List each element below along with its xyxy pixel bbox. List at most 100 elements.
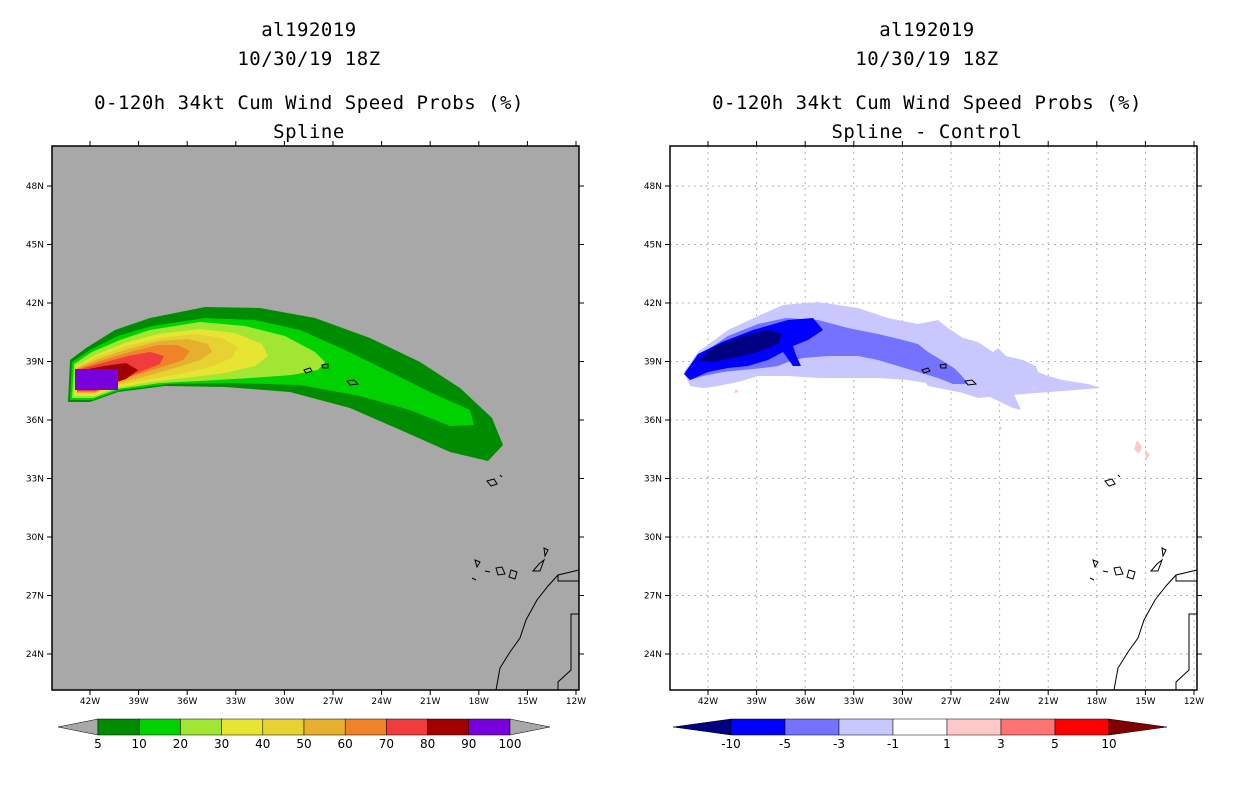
left-lat-label: 27N <box>26 592 44 602</box>
colorbar-swatch <box>138 718 181 736</box>
right-colorbar: -10 -5 -3 -1 1 3 5 10 <box>672 718 1168 751</box>
right-map-background <box>670 146 1197 690</box>
colorbar-over-triangle <box>509 718 551 736</box>
left-lon-label: 39W <box>128 697 148 707</box>
left-lat-label: 36N <box>26 416 44 426</box>
colorbar-label: 10 <box>1101 737 1116 751</box>
left-lat-label: 24N <box>26 650 44 660</box>
right-lon-label: 27W <box>941 697 961 707</box>
colorbar-swatch <box>180 718 222 736</box>
right-lat-label: 45N <box>644 241 662 251</box>
right-lat-label: 27N <box>644 592 662 602</box>
left-lon-label: 21W <box>420 697 440 707</box>
colorbar-label: 5 <box>94 737 102 751</box>
colorbar-swatch <box>386 718 428 736</box>
left-lon-label: 30W <box>274 697 294 707</box>
left-colorbar: 5 10 20 30 40 50 60 70 80 90 100 <box>57 718 551 751</box>
right-lat-label: 36N <box>644 416 662 426</box>
right-lon-label: 15W <box>1135 697 1155 707</box>
right-panel: al192019 10/30/19 18Z 0-120h 34kt Cum Wi… <box>618 0 1236 800</box>
left-lon-label: 24W <box>371 697 391 707</box>
colorbar-swatch <box>946 718 1002 736</box>
colorbar-swatch <box>303 718 346 736</box>
right-map-svg: 48N 45N 42N 39N 36N 33N 30N 27N 24N 42W 39W 36W 33W 3… <box>644 141 1204 751</box>
right-lon-label: 33W <box>844 697 864 707</box>
colorbar-label: -3 <box>833 737 845 751</box>
colorbar-swatch <box>468 718 511 736</box>
colorbar-under-triangle <box>672 718 732 736</box>
left-lat-label: 39N <box>26 358 44 368</box>
colorbar-swatch <box>838 718 894 736</box>
colorbar-over-triangle <box>1108 718 1168 736</box>
right-lat-label: 42N <box>644 299 662 309</box>
right-lon-label: 12W <box>1184 697 1204 707</box>
right-lat-label: 39N <box>644 358 662 368</box>
right-lat-label: 30N <box>644 533 662 543</box>
left-axes: 48N 45N 42N 39N 36N 33N 30N 27N 24N 42W 39W 36W 33W 3… <box>26 141 586 707</box>
right-lon-label: 21W <box>1038 697 1058 707</box>
colorbar-label: 40 <box>255 737 270 751</box>
colorbar-swatch <box>784 718 840 736</box>
colorbar-label: 3 <box>997 737 1005 751</box>
left-lon-label: 15W <box>517 697 537 707</box>
colorbar-label: 50 <box>296 737 311 751</box>
right-title-product: 0-120h 34kt Cum Wind Speed Probs (%) <box>712 92 1142 114</box>
left-title-storm-id: al192019 <box>261 19 357 41</box>
colorbar-label: -10 <box>721 737 741 751</box>
left-map-svg: 48N 45N 42N 39N 36N 33N 30N 27N 24N 42W 39W 36W 33W 3… <box>26 141 586 751</box>
diff-positive-3 <box>734 389 739 393</box>
diff-band-below-minus10 <box>698 330 782 362</box>
colorbar-label: 80 <box>420 737 435 751</box>
right-coastlines <box>921 363 1198 691</box>
colorbar-swatch <box>262 718 305 736</box>
diff-band-minus1-mid <box>918 320 948 334</box>
right-title-storm-id: al192019 <box>879 19 975 41</box>
colorbar-label: 1 <box>943 737 951 751</box>
left-lon-label: 36W <box>177 697 197 707</box>
colorbar-label: 70 <box>379 737 394 751</box>
right-lon-label: 39W <box>746 697 766 707</box>
colorbar-label: 5 <box>1051 737 1059 751</box>
right-lon-label: 42W <box>698 697 718 707</box>
colorbar-swatch <box>892 718 948 736</box>
right-lat-label: 33N <box>644 475 662 485</box>
right-axes: 48N 45N 42N 39N 36N 33N 30N 27N 24N 42W 39W 36W 33W 3… <box>644 141 1204 707</box>
right-map-frame <box>669 145 1198 691</box>
colorbar-label: 60 <box>338 737 353 751</box>
right-gridlines <box>670 146 1197 690</box>
right-lon-label: 36W <box>795 697 815 707</box>
right-lat-label: 24N <box>644 650 662 660</box>
colorbar-label: 100 <box>499 737 522 751</box>
colorbar-label: 90 <box>461 737 476 751</box>
colorbar-label: 20 <box>173 737 188 751</box>
left-panel: al192019 10/30/19 18Z 0-120h 34kt Cum Wi… <box>26 19 586 751</box>
left-lat-label: 42N <box>26 299 44 309</box>
left-title-method: Spline <box>273 121 345 143</box>
left-lon-label: 27W <box>323 697 343 707</box>
colorbar-label: 30 <box>214 737 229 751</box>
left-lat-label: 30N <box>26 533 44 543</box>
colorbar-swatch <box>221 718 264 736</box>
colorbar-swatch <box>1000 718 1056 736</box>
colorbar-under-triangle <box>57 718 99 736</box>
left-lon-label: 42W <box>80 697 100 707</box>
colorbar-swatch <box>427 718 470 736</box>
left-lon-label: 12W <box>566 697 586 707</box>
right-lat-label: 48N <box>644 182 662 192</box>
colorbar-label: -1 <box>887 737 899 751</box>
left-coastlines <box>303 363 580 691</box>
right-lon-label: 18W <box>1087 697 1107 707</box>
diff-positive-2 <box>1145 449 1150 460</box>
left-lon-label: 33W <box>226 697 246 707</box>
prob-band-90 <box>75 369 118 390</box>
left-lon-label: 18W <box>469 697 489 707</box>
colorbar-swatch <box>97 718 140 736</box>
diff-positive-1 <box>1134 440 1142 454</box>
left-lat-label: 33N <box>26 475 44 485</box>
left-lat-label: 48N <box>26 182 44 192</box>
left-map-background <box>52 146 579 690</box>
diff-positive-5 <box>999 426 1002 430</box>
colorbar-swatch <box>730 718 786 736</box>
diff-positive-4 <box>1032 386 1036 390</box>
left-title-product: 0-120h 34kt Cum Wind Speed Probs (%) <box>94 92 524 114</box>
